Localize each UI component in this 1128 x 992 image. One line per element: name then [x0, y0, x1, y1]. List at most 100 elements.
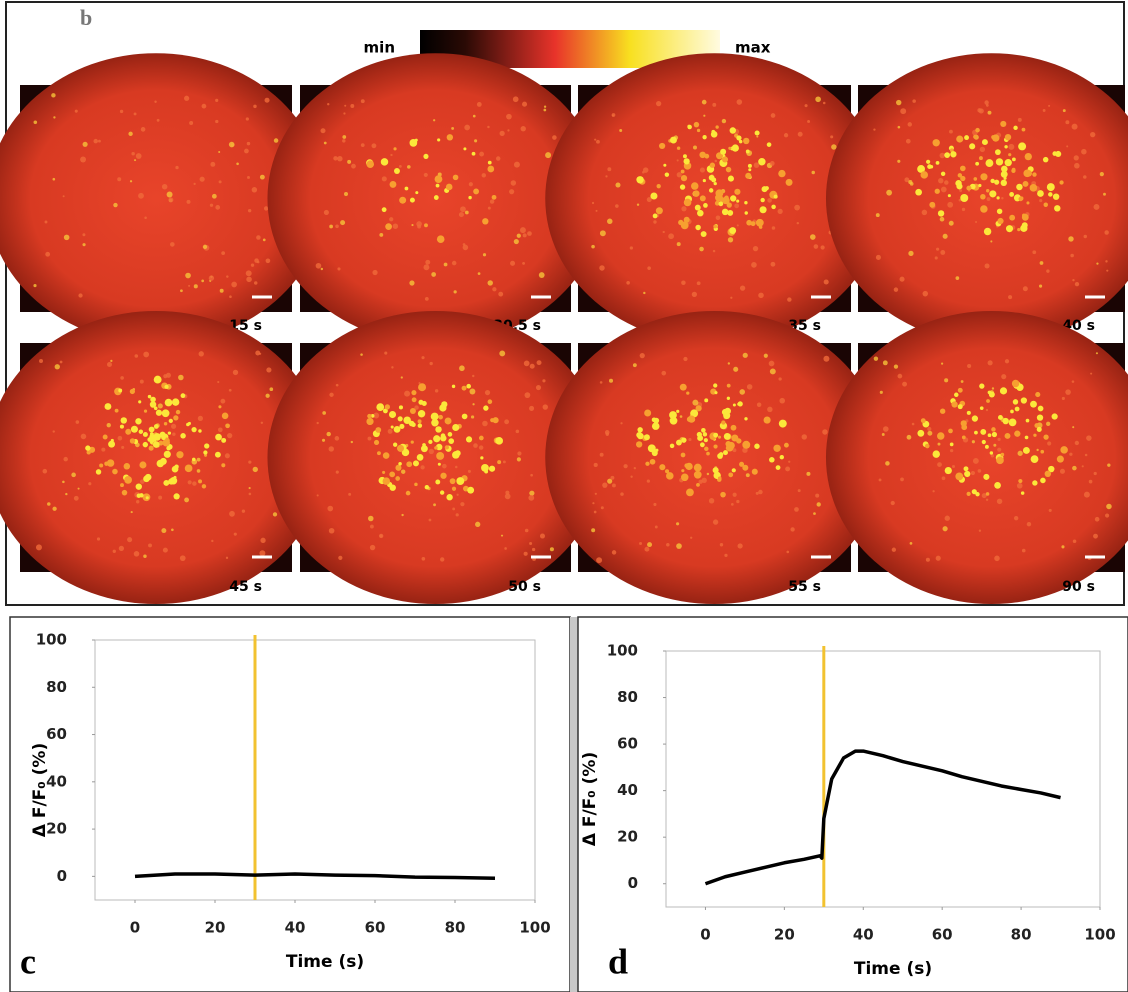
cell: [1090, 372, 1093, 375]
cell: [696, 281, 701, 286]
active-cell: [679, 383, 687, 391]
cell: [594, 138, 597, 141]
active-cell: [119, 424, 124, 429]
cell: [605, 175, 608, 178]
cell: [139, 479, 145, 484]
frame-disc: [826, 310, 1128, 605]
x-tick-label: 20: [774, 926, 795, 944]
cell: [350, 440, 354, 444]
cell: [785, 466, 791, 472]
active-cell: [114, 408, 119, 413]
cell: [676, 159, 679, 162]
cell: [596, 139, 600, 144]
cell: [162, 547, 168, 553]
cell: [522, 233, 527, 238]
cell: [612, 483, 616, 488]
active-cell: [696, 128, 701, 133]
cell: [1065, 120, 1070, 125]
cell: [990, 454, 995, 458]
cell: [979, 146, 986, 153]
cell: [1039, 284, 1043, 288]
cell: [536, 360, 542, 366]
active-cell: [180, 393, 186, 399]
cell: [334, 436, 340, 441]
active-cell: [1034, 423, 1040, 428]
cell: [74, 109, 78, 113]
cell: [401, 513, 404, 517]
cell: [822, 429, 828, 435]
active-cell: [163, 450, 171, 458]
active-cell: [1014, 430, 1021, 437]
active-cell: [949, 442, 954, 447]
active-cell: [482, 218, 489, 225]
frame-image: [0, 310, 325, 605]
active-cell: [730, 195, 737, 202]
active-cell: [702, 178, 706, 183]
active-cell: [683, 198, 692, 207]
active-cell: [948, 428, 953, 434]
cell: [1074, 440, 1079, 446]
x-tick-label: 40: [853, 926, 874, 944]
cell: [668, 233, 674, 240]
cell: [769, 161, 775, 166]
active-cell: [975, 127, 980, 133]
cell: [472, 374, 475, 378]
cell: [421, 356, 425, 360]
cell: [1104, 230, 1109, 235]
cell: [134, 354, 139, 358]
cell: [676, 522, 680, 526]
active-cell: [191, 457, 196, 462]
cell: [201, 103, 207, 109]
cell: [127, 537, 133, 543]
cell: [528, 494, 535, 501]
cell: [972, 458, 979, 464]
cell: [54, 364, 60, 370]
active-cell: [1035, 392, 1041, 398]
active-cell: [637, 432, 644, 440]
active-cell: [153, 375, 162, 384]
active-cell: [424, 223, 428, 228]
active-cell: [920, 171, 929, 179]
active-cell: [225, 423, 230, 429]
cell: [513, 238, 519, 245]
cell: [248, 460, 252, 464]
cell: [504, 493, 511, 500]
cell: [912, 99, 916, 103]
cell: [82, 141, 88, 147]
cell: [343, 192, 349, 197]
cell: [80, 433, 87, 440]
frame-disc: [545, 310, 884, 605]
cell: [642, 167, 649, 173]
cell: [241, 509, 246, 513]
frame-image: [267, 310, 604, 605]
frame-image: [545, 310, 884, 605]
cell: [727, 362, 731, 365]
cell: [997, 437, 1001, 441]
cell: [33, 120, 38, 125]
cell: [727, 237, 734, 243]
cell: [967, 363, 972, 369]
frame-disc: [0, 53, 325, 344]
cell: [252, 466, 258, 473]
active-cell: [104, 461, 109, 466]
cell: [224, 453, 230, 459]
cell: [542, 379, 546, 383]
active-cell: [169, 477, 178, 485]
cell: [779, 397, 786, 404]
cell: [922, 290, 929, 297]
active-cell: [683, 158, 690, 165]
cell: [794, 507, 799, 512]
cell: [636, 203, 640, 206]
cell: [196, 457, 201, 462]
active-cell: [173, 493, 180, 500]
cell: [247, 208, 252, 213]
cell: [193, 182, 196, 185]
active-cell: [975, 161, 980, 166]
active-cell: [142, 431, 148, 437]
cell: [322, 411, 326, 415]
active-cell: [167, 431, 172, 435]
cell: [143, 554, 147, 558]
active-cell: [367, 413, 372, 419]
cell: [186, 199, 191, 204]
cell: [1083, 175, 1087, 179]
